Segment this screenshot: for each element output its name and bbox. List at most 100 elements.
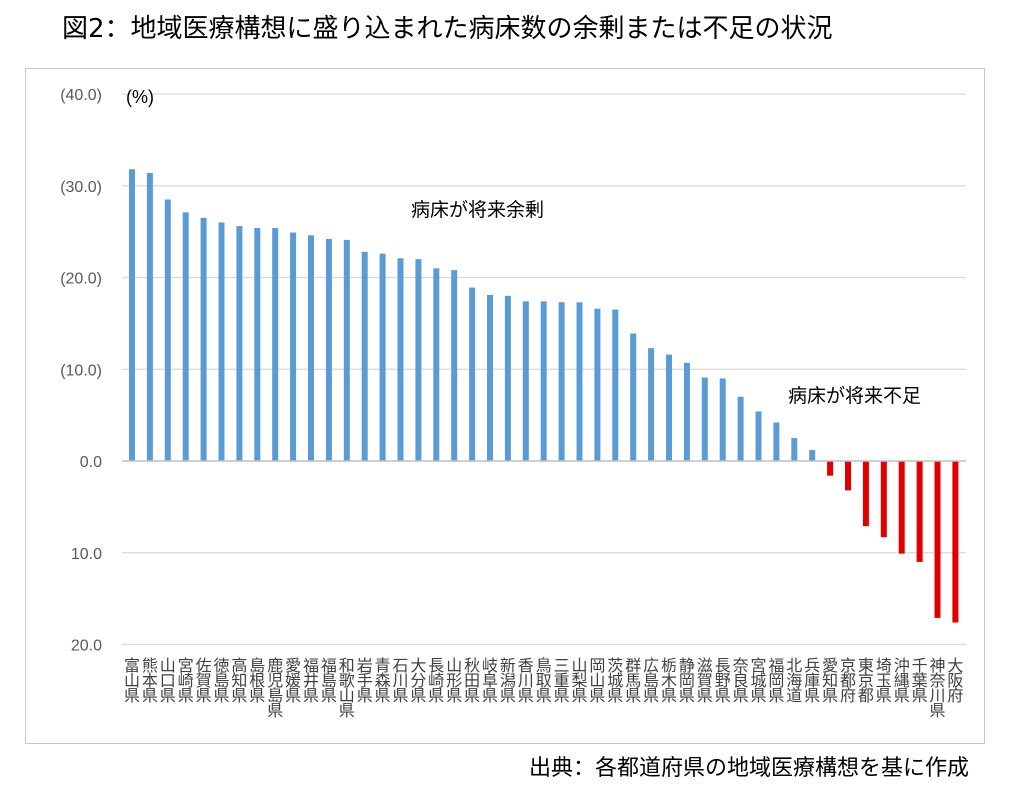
bar-富山県 — [129, 169, 135, 462]
x-category-label: 長野県 — [715, 656, 731, 705]
x-category-label: 鳥取県 — [536, 656, 552, 705]
bar-鳥取県 — [540, 301, 547, 461]
bar-千葉県 — [916, 461, 923, 562]
x-category-label: 福岡県 — [768, 656, 784, 705]
x-category-label: 青森県 — [375, 656, 391, 705]
x-category-label: 兵庫県 — [804, 656, 820, 705]
bar-福井県 — [308, 235, 314, 461]
x-category-label: 大阪府 — [947, 656, 963, 705]
y-tick-label: (10.0) — [60, 362, 102, 379]
bar-鹿児島県 — [272, 227, 279, 461]
x-category-label: 島根県 — [249, 656, 265, 705]
x-category-label: 佐賀県 — [196, 656, 212, 705]
bar-大阪府 — [952, 461, 959, 623]
x-category-label: 新潟県 — [500, 656, 516, 705]
bar-高知県 — [236, 226, 243, 461]
x-category-label: 神奈川県 — [929, 656, 945, 720]
bar-秋田県 — [469, 287, 476, 461]
x-category-label: 滋賀県 — [697, 656, 713, 705]
x-category-label: 茨城県 — [607, 656, 623, 705]
y-tick-label: (30.0) — [60, 179, 102, 196]
x-axis-category-labels: 富山県熊本県山口県宮崎県佐賀県徳島県高知県島根県鹿児島県愛媛県福井県福島県和歌山… — [124, 656, 963, 720]
x-category-label: 愛媛県 — [285, 656, 301, 705]
chart-frame: (40.0) (30.0) (20.0) (10.0) 0.0 10.0 20.0 (%) … — [25, 68, 985, 744]
bar-静岡県 — [683, 362, 690, 461]
bar-埼玉県 — [880, 461, 887, 538]
x-category-label: 秋田県 — [464, 656, 480, 705]
figure-title: 図2：地域医療構想に盛り込まれた病床数の余剰または不足の状況 — [62, 14, 833, 44]
bar-佐賀県 — [200, 217, 207, 461]
y-axis-unit-label: (%) — [126, 87, 154, 107]
x-category-label: 大分県 — [410, 656, 426, 705]
bar-岩手県 — [361, 251, 368, 461]
x-category-label: 宮崎県 — [178, 656, 194, 705]
x-category-label: 鹿児島県 — [267, 656, 283, 720]
x-category-label: 岡山県 — [589, 656, 605, 705]
x-category-label: 広島県 — [643, 656, 659, 705]
x-category-label: 三重県 — [554, 656, 570, 705]
x-category-label: 石川県 — [392, 656, 408, 705]
bar-chart: (40.0)(30.0)(20.0)(10.0)0.010.020.0 (%) … — [60, 87, 966, 720]
x-category-label: 群馬県 — [625, 656, 641, 705]
bar-北海道 — [791, 438, 798, 461]
y-tick-label: (20.0) — [60, 271, 102, 288]
bar-徳島県 — [218, 222, 225, 461]
bar-長崎県 — [433, 268, 440, 461]
annotation-surplus: 病床が将来余剰 — [411, 199, 544, 221]
y-tick-label: 10.0 — [71, 546, 102, 563]
bar-沖縄県 — [898, 461, 905, 554]
bar-兵庫県 — [809, 449, 816, 461]
bar-熊本県 — [146, 172, 153, 461]
bar-岡山県 — [594, 308, 601, 461]
x-category-label: 徳島県 — [213, 656, 229, 705]
x-category-label: 東京都 — [858, 656, 874, 705]
source-note: 出典：各都道府県の地域医療構想を基に作成 — [528, 756, 969, 781]
bar-島根県 — [254, 227, 261, 461]
x-category-label: 山形県 — [446, 656, 462, 705]
x-category-label: 宮城県 — [750, 656, 766, 705]
bar-青森県 — [379, 253, 386, 461]
x-category-label: 富山県 — [124, 656, 140, 705]
x-category-label: 福井県 — [303, 656, 319, 705]
bar-長野県 — [719, 378, 726, 461]
x-category-label: 京都府 — [840, 656, 856, 705]
bar-和歌山県 — [343, 239, 350, 461]
x-category-label: 山口県 — [160, 656, 176, 705]
x-category-label: 和歌山県 — [339, 656, 355, 720]
bar-愛知県 — [827, 461, 834, 476]
bar-大分県 — [415, 259, 422, 461]
gridlines — [122, 93, 966, 646]
y-tick-label: 0.0 — [80, 454, 102, 471]
bar-山形県 — [451, 270, 458, 461]
bar-山口県 — [164, 199, 171, 461]
x-category-label: 千葉県 — [912, 656, 928, 705]
bar-栃木県 — [666, 354, 672, 461]
x-category-label: 香川県 — [518, 656, 534, 705]
x-category-label: 北海道 — [786, 656, 802, 705]
x-category-label: 愛知県 — [822, 656, 838, 705]
bar-福島県 — [325, 238, 332, 461]
bar-奈良県 — [737, 396, 744, 461]
bar-広島県 — [648, 348, 655, 461]
bar-宮崎県 — [182, 212, 189, 461]
bar-香川県 — [522, 301, 529, 461]
x-category-label: 山梨県 — [571, 656, 587, 705]
bar-山梨県 — [576, 302, 583, 461]
x-category-label: 熊本県 — [142, 656, 158, 705]
bar-群馬県 — [630, 333, 637, 461]
bar-三重県 — [558, 302, 565, 461]
bars — [129, 169, 959, 623]
bar-岐阜県 — [487, 294, 493, 461]
bar-神奈川県 — [934, 461, 941, 618]
bar-新潟県 — [504, 295, 511, 461]
bar-京都府 — [845, 461, 851, 491]
x-category-label: 埼玉県 — [876, 656, 892, 705]
x-category-label: 沖縄県 — [894, 656, 910, 705]
y-tick-label: 20.0 — [71, 638, 102, 655]
bar-愛媛県 — [290, 232, 297, 461]
x-category-label: 高知県 — [231, 656, 247, 705]
bar-石川県 — [397, 258, 404, 461]
x-category-label: 福島県 — [321, 656, 337, 705]
y-tick-label: (40.0) — [60, 87, 102, 104]
x-category-label: 長崎県 — [428, 656, 444, 705]
